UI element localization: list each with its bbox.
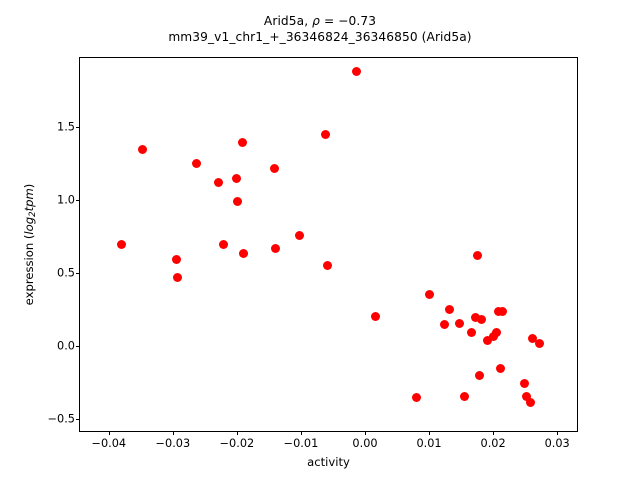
rho-symbol: ρ [312, 14, 320, 28]
data-point [237, 138, 247, 148]
data-point [232, 174, 242, 183]
data-point [459, 391, 469, 401]
x-tick-mark [108, 431, 110, 435]
x-axis-title: activity [307, 455, 350, 469]
gene-name: Arid5a [263, 14, 305, 28]
data-point [171, 255, 181, 265]
y-axis-title-suffix: ) [22, 183, 36, 189]
data-point [521, 392, 531, 402]
x-tick-mark [429, 431, 431, 435]
x-tick-label: 0.00 [352, 436, 378, 450]
x-tick-mark [172, 431, 174, 435]
data-point [117, 240, 127, 249]
data-point [271, 244, 281, 254]
data-point [534, 338, 544, 348]
data-point [270, 164, 280, 174]
data-point [445, 304, 455, 314]
y-axis-title-tpm: tpm [22, 188, 36, 212]
data-point [233, 197, 243, 207]
x-tick-mark [236, 431, 238, 435]
y-axis-title-prefix: expression ( [22, 234, 36, 306]
data-point [474, 371, 484, 381]
data-point [371, 311, 381, 321]
x-tick-mark [493, 431, 495, 435]
data-point [172, 273, 182, 283]
data-point [477, 315, 487, 325]
data-point [320, 130, 330, 140]
data-point [412, 393, 422, 403]
x-tick-label: 0.01 [416, 436, 442, 450]
x-tick-label: −0.01 [283, 436, 319, 450]
data-point [214, 178, 224, 188]
data-point [295, 230, 305, 240]
plot-data-area [80, 58, 577, 431]
y-tick-mark [76, 345, 80, 347]
data-point [498, 307, 508, 317]
x-tick-label: −0.02 [219, 436, 255, 450]
figure-title: Arid5a, ρ = −0.73 mm39_v1_chr1_+_3634682… [0, 14, 640, 45]
rho-equals: = [319, 14, 339, 28]
data-point [466, 328, 476, 338]
y-tick-label: 1.5 [57, 120, 75, 134]
plot-axes-frame: −0.5 0.0 0.5 1.0 1.5 −0.04 −0.03 −0.02 −0.01 0.0… [48, 57, 578, 450]
y-axis-title: expression (log2tpm) [22, 57, 42, 432]
title-comma: , [304, 14, 313, 28]
data-point [238, 249, 248, 259]
data-point [472, 250, 482, 260]
data-point [519, 379, 529, 389]
y-tick-mark [76, 272, 80, 274]
y-tick-label: 1.0 [57, 193, 75, 207]
y-tick-label: 0.5 [57, 266, 75, 280]
y-axis-title-log: log [22, 216, 36, 235]
y-tick-label: 0.0 [57, 339, 75, 353]
data-point [471, 313, 481, 323]
data-point [352, 67, 362, 77]
y-tick-mark [76, 127, 80, 129]
x-tick-label: 0.02 [480, 436, 506, 450]
data-point [218, 240, 228, 250]
data-point [528, 334, 538, 344]
rho-value: −0.73 [338, 14, 377, 28]
data-point [424, 290, 434, 300]
x-tick-mark [365, 431, 367, 435]
data-point [439, 320, 449, 330]
data-point [455, 319, 465, 329]
data-point [496, 364, 506, 374]
data-point [192, 158, 202, 168]
data-point [138, 145, 148, 155]
data-point [483, 336, 493, 346]
figure-title-line-2: mm39_v1_chr1_+_36346824_36346850 (Arid5a… [168, 29, 472, 44]
x-tick-label: −0.04 [91, 436, 127, 450]
y-tick-label: −0.5 [47, 412, 75, 426]
x-tick-mark [300, 431, 302, 435]
x-tick-label: 0.03 [544, 436, 570, 450]
x-tick-mark [557, 431, 559, 435]
data-point [322, 260, 332, 270]
x-tick-label: −0.03 [155, 436, 191, 450]
figure-title-line-1: Arid5a, ρ = −0.73 [0, 14, 640, 30]
y-axis-title-subscript: 2 [27, 211, 38, 217]
data-point [525, 398, 535, 408]
data-point [491, 328, 501, 338]
y-tick-mark [76, 418, 80, 420]
y-tick-mark [76, 200, 80, 202]
